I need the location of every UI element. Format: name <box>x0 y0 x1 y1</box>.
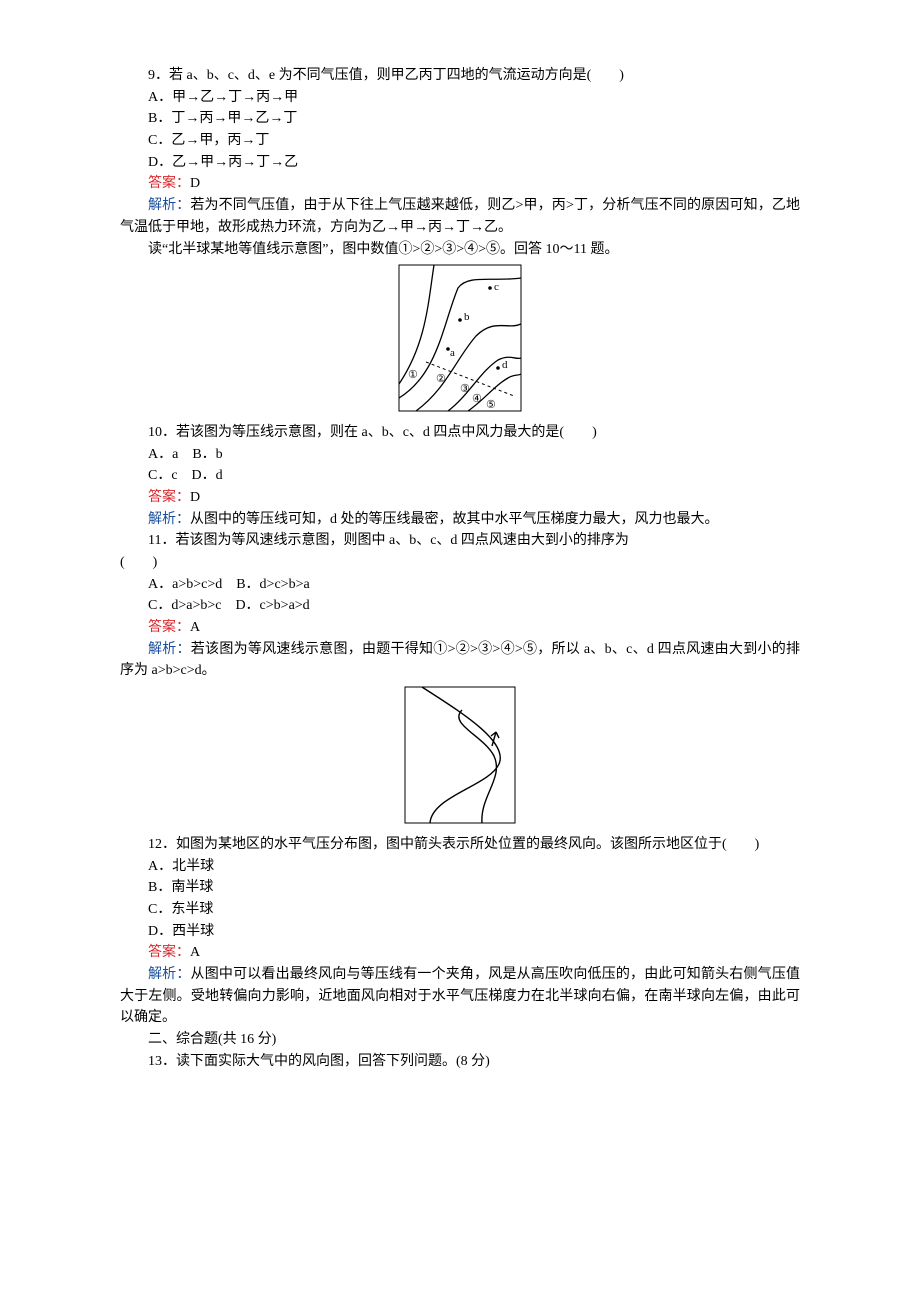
q9-explain-text: 若为不同气压值，由于从下往上气压越来越低，则乙>甲，丙>丁，分析气压不同的原因可… <box>120 198 800 235</box>
page: 9．若 a、b、c、d、e 为不同气压值，则甲乙丙丁四地的气流运动方向是( ) … <box>0 0 920 1302</box>
q9-answer-value: D <box>190 176 200 191</box>
q10-opt-ab: A．a B．b <box>120 444 800 466</box>
q12-stem: 12．如图为某地区的水平气压分布图，图中箭头表示所处位置的最终风向。该图所示地区… <box>120 834 800 856</box>
label-d: d <box>502 359 508 371</box>
q12-opt-a: A．北半球 <box>120 856 800 878</box>
q12-answer: 答案：A <box>120 942 800 964</box>
q11-opt-cd: C．d>a>b>c D．c>b>a>d <box>120 595 800 617</box>
label-b: b <box>464 311 470 323</box>
intro-10-11: 读“北半球某地等值线示意图”，图中数值①>②>③>④>⑤。回答 10～11 题。 <box>120 239 800 261</box>
figure-isolines: ① ② ③ ④ ⑤ a b c d <box>120 264 800 420</box>
q10-answer: 答案：D <box>120 487 800 509</box>
explain-label: 解析： <box>148 967 191 982</box>
q11-answer: 答案：A <box>120 617 800 639</box>
q12-answer-value: A <box>190 945 200 960</box>
explain-label: 解析： <box>148 642 191 657</box>
label-4: ④ <box>472 393 482 405</box>
q11-stem-b: ( ) <box>120 552 800 574</box>
q11-explain: 解析：若该图为等风速线示意图，由题干得知①>②>③>④>⑤，所以 a、b、c、d… <box>120 639 800 682</box>
q12-opt-d: D．西半球 <box>120 921 800 943</box>
answer-label: 答案： <box>148 176 190 191</box>
label-1: ① <box>408 369 418 381</box>
explain-label: 解析： <box>148 198 190 213</box>
q11-stem-a: 11．若该图为等风速线示意图，则图中 a、b、c、d 四点风速由大到小的排序为 <box>120 530 800 552</box>
explain-label: 解析： <box>148 512 190 527</box>
label-2: ② <box>436 373 446 385</box>
label-a: a <box>450 347 455 359</box>
q10-explain-text: 从图中的等压线可知，d 处的等压线最密，故其中水平气压梯度力最大，风力也最大。 <box>190 512 719 527</box>
section-2-heading: 二、综合题(共 16 分) <box>120 1029 800 1051</box>
q10-answer-value: D <box>190 490 200 505</box>
q9-opt-a: A．甲→乙→丁→丙→甲 <box>120 87 800 109</box>
isoline-svg: ① ② ③ ④ ⑤ a b c d <box>398 264 522 412</box>
label-3: ③ <box>460 383 470 395</box>
label-5: ⑤ <box>486 399 496 411</box>
q9-opt-c: C．乙→甲，丙→丁 <box>120 130 800 152</box>
q9-opt-b: B．丁→丙→甲→乙→丁 <box>120 108 800 130</box>
figure-pressure <box>120 686 800 832</box>
q13-stem: 13．读下面实际大气中的风向图，回答下列问题。(8 分) <box>120 1051 800 1073</box>
answer-label: 答案： <box>148 945 190 960</box>
q9-opt-d: D．乙→甲→丙→丁→乙 <box>120 152 800 174</box>
q9-answer: 答案：D <box>120 173 800 195</box>
q10-stem: 10．若该图为等压线示意图，则在 a、b、c、d 四点中风力最大的是( ) <box>120 422 800 444</box>
q9-explain: 解析：若为不同气压值，由于从下往上气压越来越低，则乙>甲，丙>丁，分析气压不同的… <box>120 195 800 238</box>
q11-explain-text: 若该图为等风速线示意图，由题干得知①>②>③>④>⑤，所以 a、b、c、d 四点… <box>120 642 800 679</box>
q10-opt-cd: C．c D．d <box>120 465 800 487</box>
q12-opt-b: B．南半球 <box>120 877 800 899</box>
label-c: c <box>494 281 499 293</box>
q9-stem: 9．若 a、b、c、d、e 为不同气压值，则甲乙丙丁四地的气流运动方向是( ) <box>120 65 800 87</box>
q11-answer-value: A <box>190 620 200 635</box>
q12-explain: 解析：从图中可以看出最终风向与等压线有一个夹角，风是从高压吹向低压的，由此可知箭… <box>120 964 800 1029</box>
q11-opt-ab: A．a>b>c>d B．d>c>b>a <box>120 574 800 596</box>
q12-explain-text: 从图中可以看出最终风向与等压线有一个夹角，风是从高压吹向低压的，由此可知箭头右侧… <box>120 967 800 1025</box>
q10-explain: 解析：从图中的等压线可知，d 处的等压线最密，故其中水平气压梯度力最大，风力也最… <box>120 509 800 531</box>
answer-label: 答案： <box>148 490 190 505</box>
pressure-svg <box>404 686 516 824</box>
answer-label: 答案： <box>148 620 190 635</box>
q12-opt-c: C．东半球 <box>120 899 800 921</box>
